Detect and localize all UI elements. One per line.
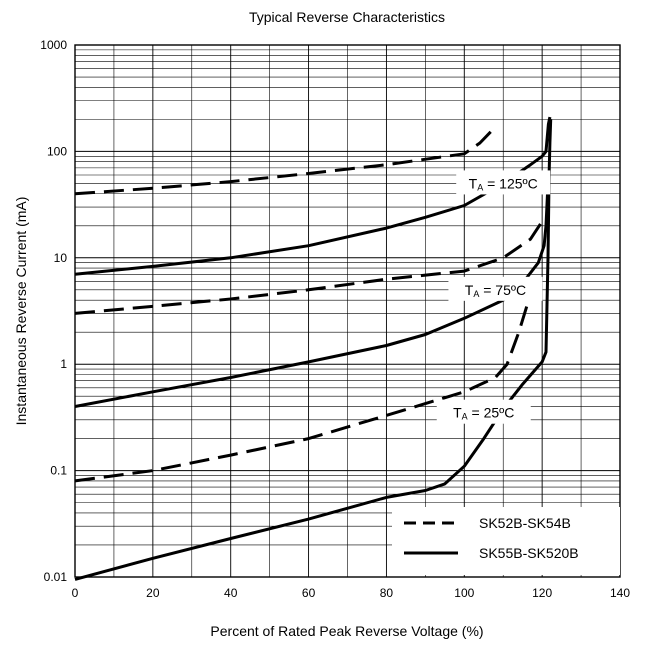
annotation-bg	[436, 399, 531, 424]
legend-label-solid: SK55B-SK520B	[479, 545, 579, 561]
y-tick-label: 0.01	[44, 570, 68, 584]
tick-labels: 0 20 40 60 80 100 120 140 0.01 0.1 1 10 100 1000	[40, 38, 630, 600]
x-axis-label: Percent of Rated Peak Reverse Voltage (%…	[210, 623, 483, 639]
temperature-annotation: TA = 25ºC	[453, 405, 514, 422]
legend: SK52B-SK54B SK55B-SK520B	[392, 507, 620, 575]
y-axis-label: Instantaneous Reverse Current (mA)	[13, 197, 29, 426]
x-tick-label: 0	[72, 586, 79, 600]
annotation-bg	[448, 276, 543, 301]
x-tick-label: 140	[610, 586, 630, 600]
x-tick-label: 120	[532, 586, 552, 600]
y-tick-label: 1	[60, 357, 67, 371]
legend-label-dashed: SK52B-SK54B	[479, 515, 571, 531]
x-tick-label: 80	[380, 586, 394, 600]
series-line-solid-125	[74, 116, 552, 276]
series-line-solid-75	[74, 183, 550, 408]
annotation-bg	[456, 170, 551, 195]
series-line-solid-25	[74, 119, 553, 581]
x-tick-label: 60	[302, 586, 316, 600]
series-line-dashed-125	[74, 125, 497, 196]
temperature-annotation: TA = 75ºC	[465, 282, 526, 299]
plot-frame	[74, 44, 621, 578]
temperature-annotation: TA = 125ºC	[469, 175, 538, 192]
y-tick-label: 100	[47, 144, 67, 158]
x-tick-label: 100	[454, 586, 474, 600]
series-line-dashed-75	[74, 220, 544, 315]
chart-title: Typical Reverse Characteristics	[249, 9, 445, 25]
y-tick-label: 10	[54, 251, 68, 265]
x-tick-label: 40	[224, 586, 238, 600]
series-line-dashed-25	[74, 280, 536, 483]
y-tick-label: 1000	[40, 38, 67, 52]
annotations: TA = 125ºC TA = 75ºC TA = 25ºC	[436, 170, 551, 424]
x-tick-label: 20	[146, 586, 160, 600]
legend-box	[392, 507, 620, 575]
series-group	[74, 116, 553, 581]
grid	[74, 44, 621, 578]
y-tick-label: 0.1	[50, 464, 67, 478]
